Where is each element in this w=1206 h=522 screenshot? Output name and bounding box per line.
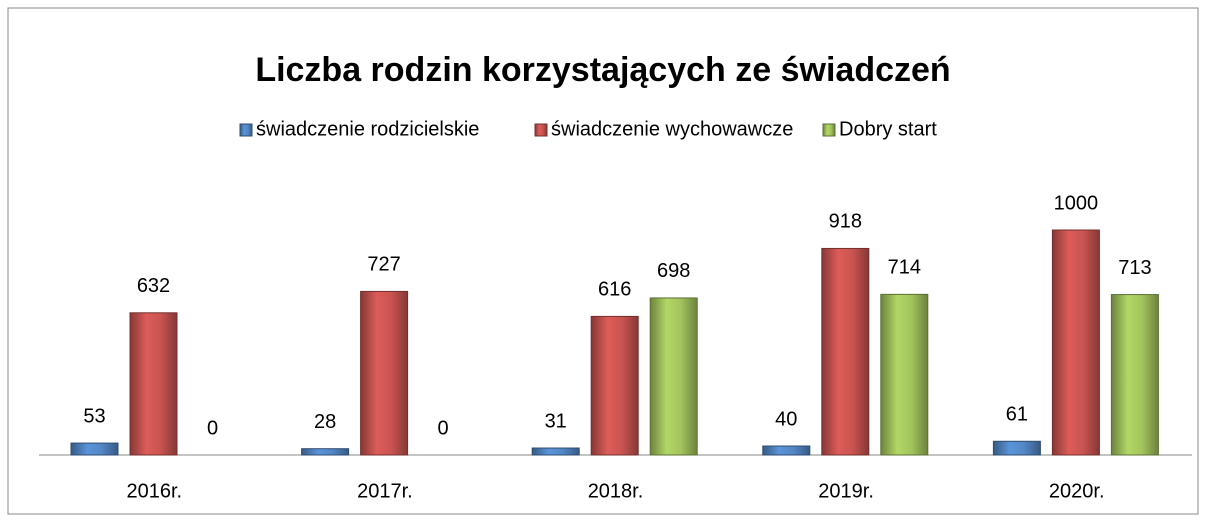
data-label: 0 [438,417,449,439]
data-label: 632 [137,275,170,297]
bar [1110,294,1159,456]
bar [301,448,350,456]
data-label: 918 [829,211,862,233]
x-tick-label: 2018r. [588,480,644,502]
bar [880,293,929,456]
x-tick-label: 2019r. [818,480,874,502]
chart-title: Liczba rodzin korzystających ze świadcze… [255,51,950,89]
bar [649,297,698,456]
data-label: 61 [1006,404,1028,426]
bar [129,312,178,456]
data-label: 713 [1118,257,1151,279]
bar [531,447,580,456]
x-tick-label: 2016r. [126,480,182,502]
legend-label: Dobry start [839,118,937,140]
legend-swatch [822,123,836,137]
bar [360,290,409,456]
data-label: 40 [775,408,797,430]
x-tick-label: 2017r. [357,480,413,502]
legend-swatch [534,123,548,137]
data-label: 0 [207,417,218,439]
data-label: 714 [888,257,921,279]
bar [70,442,119,456]
data-label: 53 [83,405,105,427]
data-label: 28 [314,411,336,433]
legend-label: świadczenie wychowawcze [551,118,793,140]
data-label: 698 [657,260,690,282]
data-label: 31 [545,410,567,432]
data-label: 1000 [1054,192,1099,214]
bar [1051,229,1100,456]
x-tick-label: 2020r. [1049,480,1105,502]
legend-swatch [239,123,253,137]
bar [590,315,639,456]
data-label: 616 [598,279,631,301]
bar [992,440,1041,456]
bar [762,445,811,456]
data-label: 727 [367,254,400,276]
bar [821,247,870,456]
legend-label: świadczenie rodzicielskie [256,118,479,140]
